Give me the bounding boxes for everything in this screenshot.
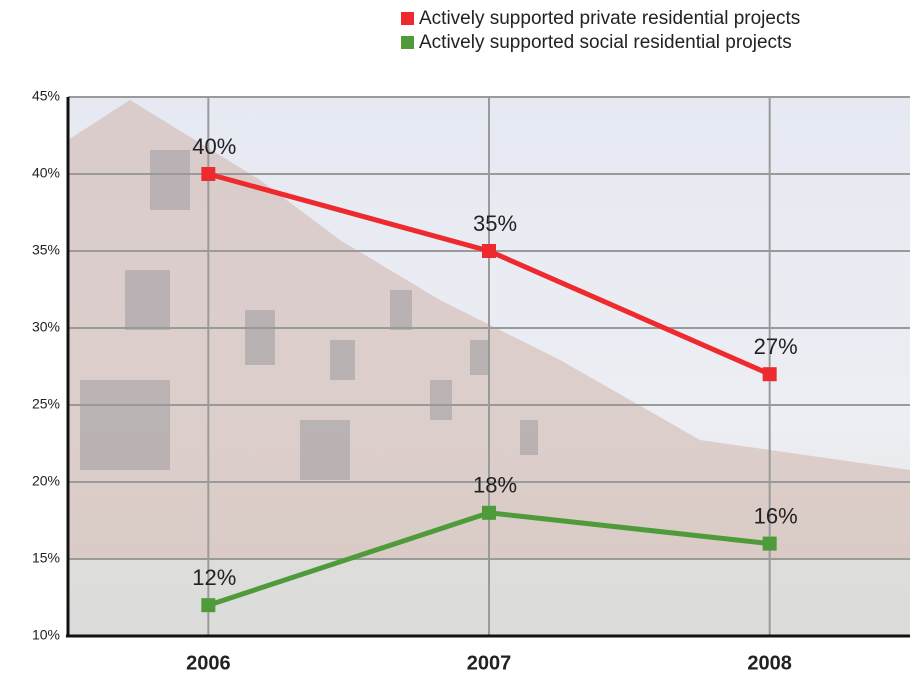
point-marker	[482, 505, 496, 520]
point-marker	[201, 167, 216, 181]
y-tick-label: 20%	[32, 473, 60, 489]
point-marker	[762, 367, 777, 382]
y-tick-label: 25%	[32, 396, 60, 412]
point-marker	[762, 536, 777, 551]
point-marker	[482, 244, 496, 258]
data-label: 12%	[192, 565, 236, 590]
y-tick-label: 35%	[32, 242, 60, 258]
y-tick-label: 10%	[32, 627, 60, 643]
data-label: 40%	[192, 134, 236, 159]
y-tick-label: 15%	[32, 550, 60, 566]
legend-label: Actively supported social residential pr…	[419, 32, 792, 53]
y-tick-label: 40%	[32, 165, 60, 181]
data-label: 18%	[473, 473, 517, 498]
legend: Actively supported private residential p…	[401, 8, 800, 53]
x-tick-label: 2007	[467, 652, 512, 674]
legend-swatch	[401, 36, 414, 49]
y-tick-label: 30%	[32, 319, 60, 335]
legend-swatch	[401, 12, 414, 25]
legend-label: Actively supported private residential p…	[419, 8, 800, 29]
x-tick-label: 2008	[747, 652, 792, 674]
y-tick-label: 45%	[32, 88, 60, 104]
data-label: 16%	[754, 503, 798, 528]
data-label: 35%	[473, 211, 517, 236]
x-tick-label: 2006	[186, 652, 231, 674]
point-marker	[201, 598, 216, 613]
data-label: 27%	[754, 334, 798, 359]
